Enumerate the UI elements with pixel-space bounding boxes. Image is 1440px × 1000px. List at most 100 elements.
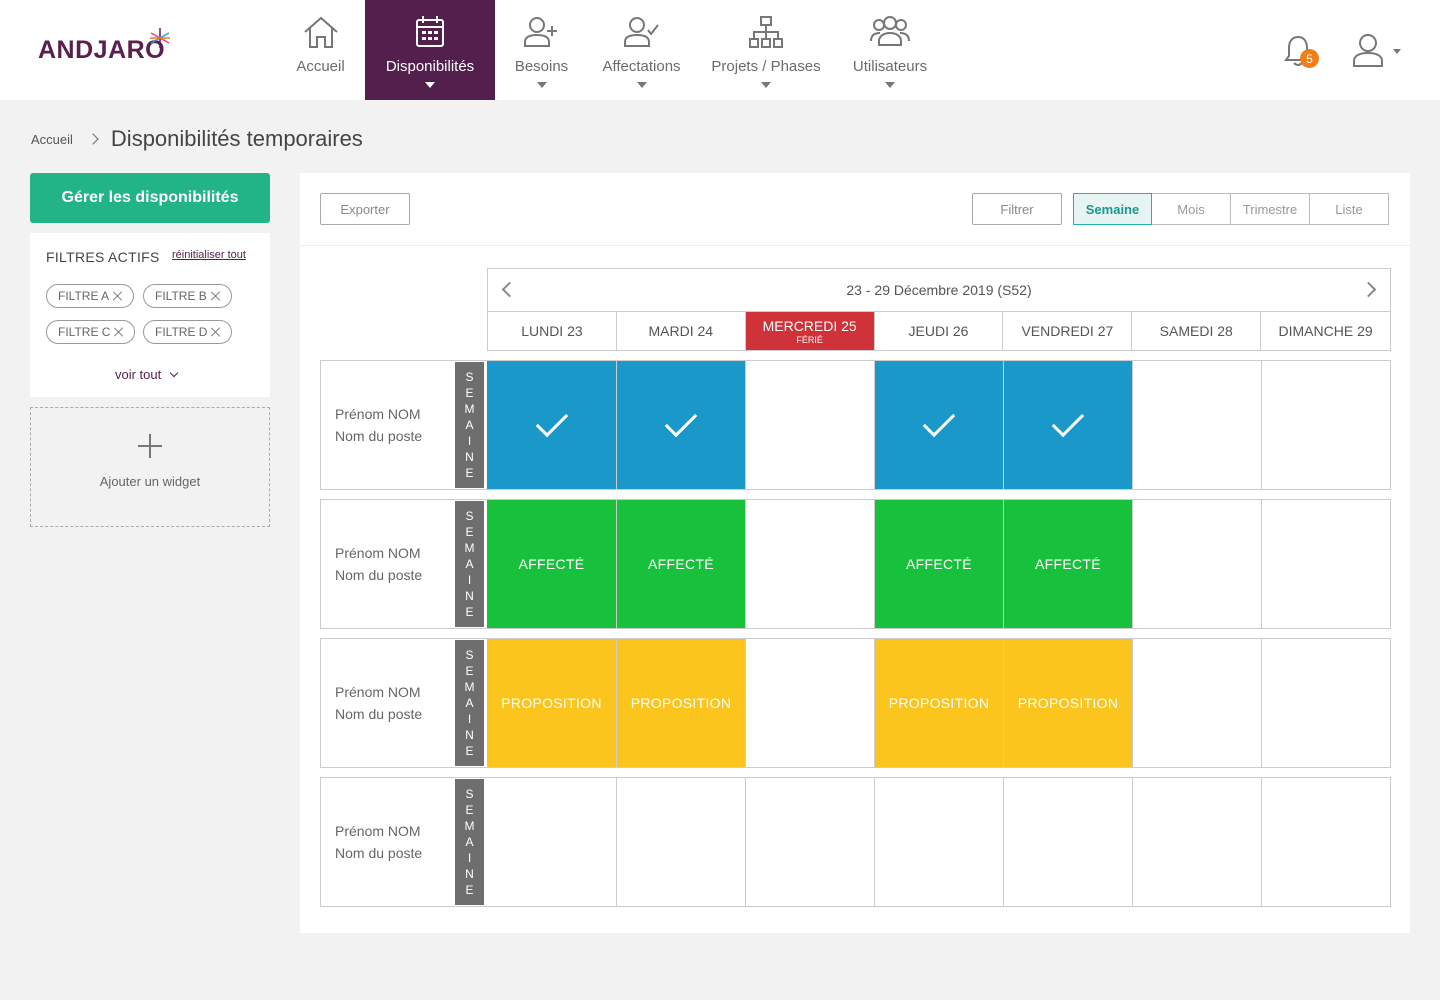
vertical-tab-letter: N — [465, 450, 474, 464]
vertical-tab-letter: M — [464, 819, 475, 833]
star-logo-icon — [150, 28, 170, 48]
filter-chip-b[interactable]: FILTRE B — [143, 284, 232, 308]
day-cell[interactable]: AFFECTÉ — [616, 500, 745, 628]
nav-item-disponibilités[interactable]: Disponibilités — [365, 0, 495, 100]
day-cell[interactable] — [616, 778, 745, 906]
see-all-label: voir tout — [115, 367, 162, 382]
breadcrumb-home[interactable]: Accueil — [31, 131, 73, 147]
chevron-right-icon — [87, 133, 99, 145]
day-cell[interactable] — [1132, 361, 1261, 489]
day-cell[interactable] — [745, 500, 874, 628]
reset-filters-link[interactable]: réinitialiser tout — [172, 249, 246, 261]
vertical-tab-letter: A — [465, 835, 474, 849]
cell-status-label: PROPOSITION — [630, 695, 732, 711]
view-tab-mois[interactable]: Mois — [1152, 193, 1231, 225]
view-switcher: Semaine Mois Trimestre Liste — [1073, 193, 1389, 225]
nav-item-accueil[interactable]: Accueil — [276, 0, 365, 100]
add-widget-button[interactable]: Ajouter un widget — [30, 407, 270, 527]
day-cell[interactable]: PROPOSITION — [874, 639, 1003, 767]
vertical-tab-letter: A — [465, 557, 474, 571]
nav-item-besoins[interactable]: Besoins — [495, 0, 588, 100]
export-button[interactable]: Exporter — [320, 193, 410, 225]
week-range: 23 - 29 Décembre 2019 (S52) — [488, 269, 1390, 312]
day-cell[interactable] — [1261, 778, 1390, 906]
day-cell[interactable] — [1261, 500, 1390, 628]
filter-button[interactable]: Filtrer — [972, 193, 1062, 225]
nav-item-projets-phases[interactable]: Projets / Phases — [695, 0, 837, 100]
plus-icon — [138, 434, 162, 458]
day-header: VENDREDI 27 — [1003, 312, 1133, 350]
filter-chip-c[interactable]: FILTRE C — [46, 320, 136, 344]
day-cell[interactable] — [874, 361, 1003, 489]
day-cell[interactable] — [1003, 361, 1132, 489]
brand-name: ANDJARO — [38, 36, 166, 64]
close-icon[interactable] — [113, 291, 123, 301]
day-cell[interactable]: PROPOSITION — [616, 639, 745, 767]
filter-chip-label: FILTRE D — [155, 325, 208, 339]
planning-panel: Exporter Filtrer Semaine Mois Trimestre Lis… — [300, 173, 1410, 933]
caret-down-icon — [636, 82, 647, 88]
day-cell[interactable] — [1003, 778, 1132, 906]
caret-down-icon — [761, 82, 771, 88]
person-info: Prénom NOM Nom du poste — [335, 681, 422, 725]
vertical-tab-letter: E — [465, 803, 474, 817]
day-cell[interactable] — [487, 778, 616, 906]
day-cell[interactable] — [1132, 639, 1261, 767]
day-cell[interactable] — [745, 778, 874, 906]
main-nav: Accueil Disponibilités Besoins Affectations… — [276, 0, 943, 100]
caret-down-icon — [425, 82, 435, 88]
filter-chip-a[interactable]: FILTRE A — [46, 284, 135, 308]
hierarchy-icon — [749, 16, 783, 48]
person-position: Nom du poste — [335, 428, 423, 444]
vertical-tab-letter: E — [465, 525, 474, 539]
row-cells — [487, 361, 1390, 489]
chevron-left-icon[interactable] — [501, 281, 518, 298]
day-header: MARDI 24 — [617, 312, 746, 350]
day-cell[interactable] — [1132, 500, 1261, 628]
nav-item-affectations[interactable]: Affectations — [588, 0, 695, 100]
day-cell[interactable] — [745, 361, 874, 489]
chevron-right-icon[interactable] — [1360, 281, 1377, 298]
user-menu-caret-icon[interactable] — [1393, 49, 1401, 54]
day-cell[interactable]: AFFECTÉ — [487, 500, 616, 628]
day-cell[interactable] — [616, 361, 745, 489]
close-icon[interactable] — [211, 327, 221, 337]
day-cell[interactable]: PROPOSITION — [487, 639, 616, 767]
view-tab-semaine[interactable]: Semaine — [1073, 193, 1152, 225]
week-range-label: 23 - 29 Décembre 2019 (S52) — [846, 282, 1032, 298]
day-cell[interactable] — [1261, 361, 1390, 489]
day-label: DIMANCHE 29 — [1278, 323, 1373, 339]
see-all-link[interactable]: voir tout — [115, 367, 179, 382]
manage-availability-button[interactable]: Gérer les disponibilités — [30, 173, 270, 223]
close-icon[interactable] — [211, 291, 221, 301]
day-cell[interactable]: AFFECTÉ — [1003, 500, 1132, 628]
cell-status-label: AFFECTÉ — [1035, 556, 1101, 572]
cell-status-label: AFFECTÉ — [906, 556, 972, 572]
filter-chip-d[interactable]: FILTRE D — [143, 320, 233, 344]
row-cells — [487, 778, 1390, 906]
day-cell[interactable]: PROPOSITION — [1003, 639, 1132, 767]
view-tab-trimestre[interactable]: Trimestre — [1231, 193, 1310, 225]
filters-title: FILTRES ACTIFS — [46, 249, 160, 265]
view-tab-liste[interactable]: Liste — [1310, 193, 1389, 225]
day-cell[interactable] — [745, 639, 874, 767]
day-cell[interactable] — [874, 778, 1003, 906]
row-cells: AFFECTÉ AFFECTÉ AFFECTÉ AFFECTÉ — [487, 500, 1390, 628]
nav-item-utilisateurs[interactable]: Utilisateurs — [837, 0, 943, 100]
person-info: Prénom NOM Nom du poste — [335, 820, 422, 864]
toolbar-divider — [300, 245, 1410, 246]
close-icon[interactable] — [114, 327, 124, 337]
day-cell[interactable] — [487, 361, 616, 489]
vertical-tab-letter: S — [465, 509, 474, 523]
day-cell[interactable] — [1261, 639, 1390, 767]
vertical-tab-letter: E — [465, 883, 474, 897]
cell-status-label: AFFECTÉ — [648, 556, 714, 572]
user-avatar-icon[interactable] — [1350, 32, 1386, 68]
day-cell[interactable] — [1132, 778, 1261, 906]
day-cell[interactable]: AFFECTÉ — [874, 500, 1003, 628]
